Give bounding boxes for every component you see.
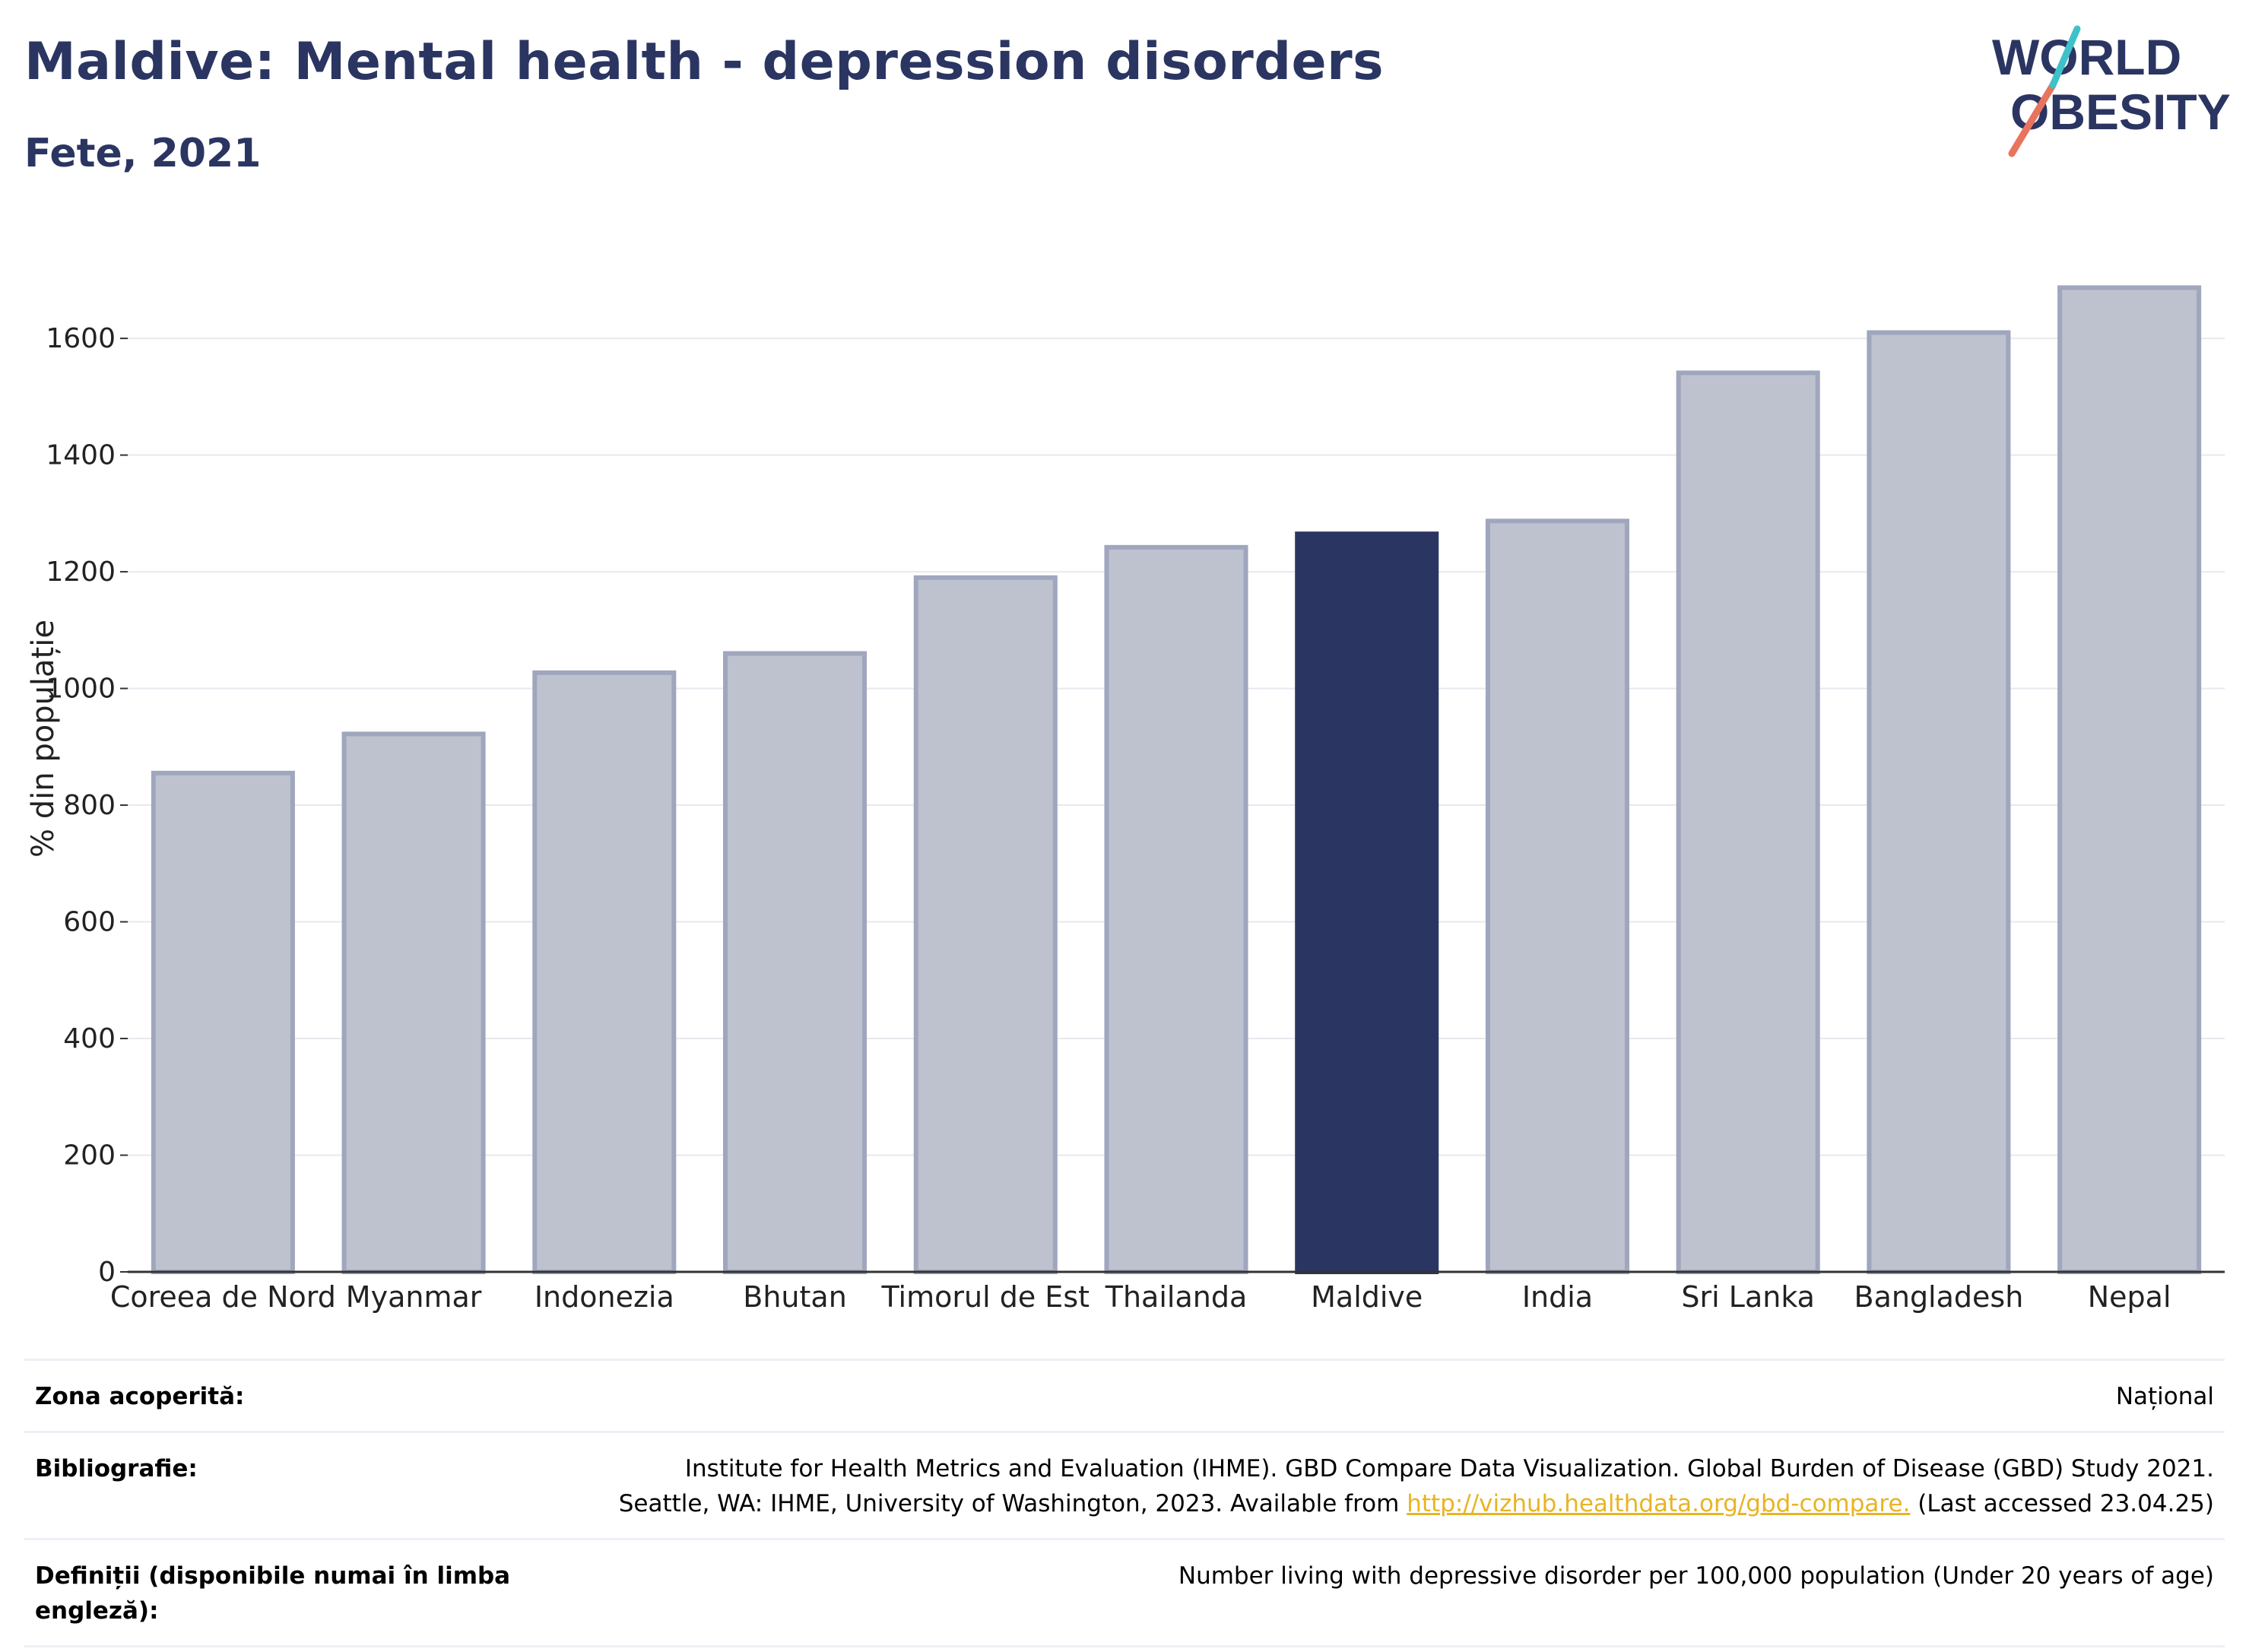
bar-timorul-de-est [913,575,1058,1274]
x-tick-label: Maldive [1311,1280,1423,1314]
x-tick-label: Timorul de Est [881,1280,1090,1314]
bibliography-line2-post: (Last accessed 23.04.25) [1910,1490,2214,1517]
x-tick-label: Bangladesh [1854,1280,2024,1314]
bibliography-value: Institute for Health Metrics and Evaluat… [619,1451,2214,1521]
definitions-value: Number living with depressive disorder p… [1178,1562,2214,1590]
bibliography-row: Bibliografie: Institute for Health Metri… [24,1431,2225,1538]
y-tick-label: 0 [98,1257,116,1288]
coverage-value: Național [2115,1383,2214,1410]
y-tick-label: 1400 [46,440,116,471]
bar-coreea-de-nord [151,770,295,1274]
y-tick-label: 400 [63,1023,116,1054]
y-axis-label: % din populație [26,620,61,858]
x-tick-label: Sri Lanka [1681,1280,1815,1314]
y-axis-ticks: 0 200 400 600 800 1000 1200 1400 1600 [46,323,128,1288]
x-tick-label: Bhutan [743,1280,847,1314]
bar-nepal [2057,285,2202,1274]
y-tick-label: 800 [63,790,116,821]
y-tick-label: 1200 [46,556,116,588]
bar-myanmar [341,731,486,1274]
logo-slash-lower [2008,81,2057,157]
coverage-label: Zona acoperită: [35,1383,245,1410]
bibliography-link[interactable]: http://vizhub.healthdata.org/gbd-compare… [1407,1490,1911,1517]
bar-bhutan [723,651,868,1274]
chart-footer: Zona acoperită: Național Bibliografie: I… [24,1359,2225,1647]
x-axis-labels: Coreea de Nord Myanmar Indonezia Bhutan Timo… [110,1280,2171,1314]
bibliography-line2-pre: Seattle, WA: IHME, University of Washing… [618,1490,1407,1517]
x-tick-label: Myanmar [346,1280,482,1314]
x-tick-label: India [1522,1280,1593,1314]
bar-sri-lanka [1676,370,1820,1274]
bibliography-label: Bibliografie: [35,1455,198,1482]
chart-title: Maldive: Mental health - depression diso… [24,32,1385,92]
y-tick-label: 1600 [46,323,116,354]
x-tick-label: Thailanda [1105,1280,1247,1314]
bar-maldive [1295,531,1439,1274]
coverage-row: Zona acoperită: Național [24,1359,2225,1431]
y-tick-label: 600 [63,907,116,938]
x-tick-label: Indonezia [534,1280,674,1314]
bar-bangladesh [1867,330,2011,1275]
definitions-row: Definiții (disponibile numai în limba en… [24,1538,2225,1647]
bars [151,285,2202,1275]
world-obesity-logo: WORLD OBESITY [1977,23,2235,160]
bar-indonezia [532,670,677,1274]
x-tick-label: Nepal [2088,1280,2171,1314]
bar-chart: 0 200 400 600 800 1000 1200 1400 1600 Coreea de … [26,285,2225,1314]
bibliography-line2: Seattle, WA: IHME, University of Washing… [619,1486,2214,1521]
y-tick-label: 1000 [46,674,116,705]
logo-line1: WORLD [1992,29,2181,85]
bibliography-line1: Institute for Health Metrics and Evaluat… [684,1455,2214,1482]
definitions-label: Definiții (disponibile numai în limba en… [35,1562,511,1625]
logo-slash-upper [2049,25,2081,89]
chart-subtitle: Fete, 2021 [24,131,262,176]
x-tick-label: Coreea de Nord [110,1280,336,1314]
y-tick-label: 200 [63,1140,116,1172]
bar-india [1485,518,1629,1274]
bar-thailanda [1104,544,1248,1274]
